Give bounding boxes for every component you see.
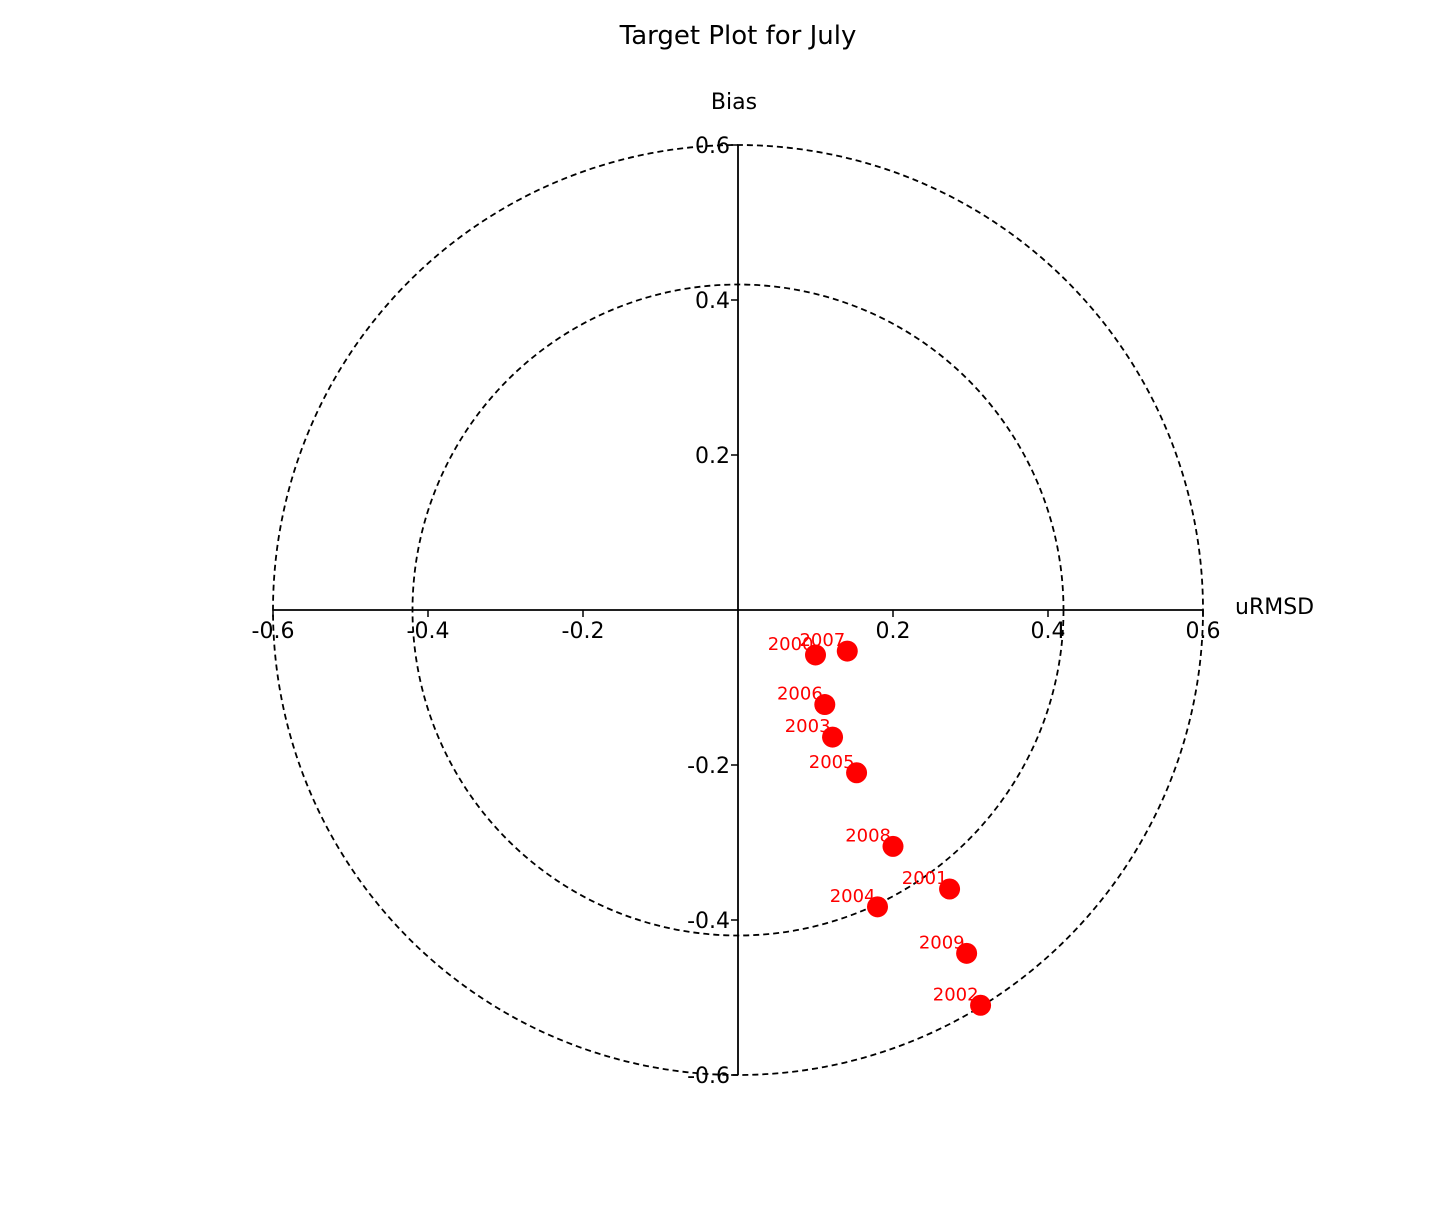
x-tick-label: -0.2 [562,619,605,644]
data-point-2006 [814,694,836,716]
point-label-2006: 2006 [777,684,823,705]
x-tick-label: 0.4 [1031,619,1066,644]
data-point-2008 [882,835,904,857]
y-tick-label: -0.6 [687,1064,730,1089]
point-label-2003: 2003 [785,716,831,737]
chart-title: Target Plot for July [619,21,857,51]
data-point-2004 [867,896,888,918]
y-tick-label: -0.4 [687,909,730,934]
data-point-2009 [956,942,978,964]
point-label-2008: 2008 [845,825,891,846]
data-points [805,640,992,1016]
x-tick-label: 0.2 [876,619,911,644]
point-label-2001: 2001 [902,868,948,889]
y-tick-label: 0.4 [695,289,730,314]
y-tick-label: 0.6 [695,134,730,159]
point-label-2004: 2004 [830,886,876,907]
x-tick-label: 0.6 [1186,619,1221,644]
point-label-2007: 2007 [799,630,845,651]
y-tick-label: -0.2 [687,754,730,779]
point-label-2002: 2002 [933,984,979,1005]
data-point-2000 [805,644,826,666]
point-label-2005: 2005 [809,752,855,773]
point-label-2009: 2009 [919,932,965,953]
ticks: -0.6 -0.4 -0.2 0.2 0.4 0.6 0.6 0.4 0.2 -0.2 -0.4 -0… [252,134,1221,1089]
data-point-2007 [836,640,858,662]
axes [273,145,1203,1075]
data-point-2003 [822,726,844,748]
x-axis-label: uRMSD [1235,595,1314,620]
point-label-2000: 2000 [768,634,814,655]
x-tick-label: -0.4 [407,619,450,644]
data-point-2002 [970,994,992,1016]
y-axis-label: Bias [711,90,757,115]
x-tick-label: -0.6 [252,619,295,644]
data-point-2001 [939,878,961,900]
y-tick-label: 0.2 [695,444,730,469]
data-point-2005 [846,762,868,784]
